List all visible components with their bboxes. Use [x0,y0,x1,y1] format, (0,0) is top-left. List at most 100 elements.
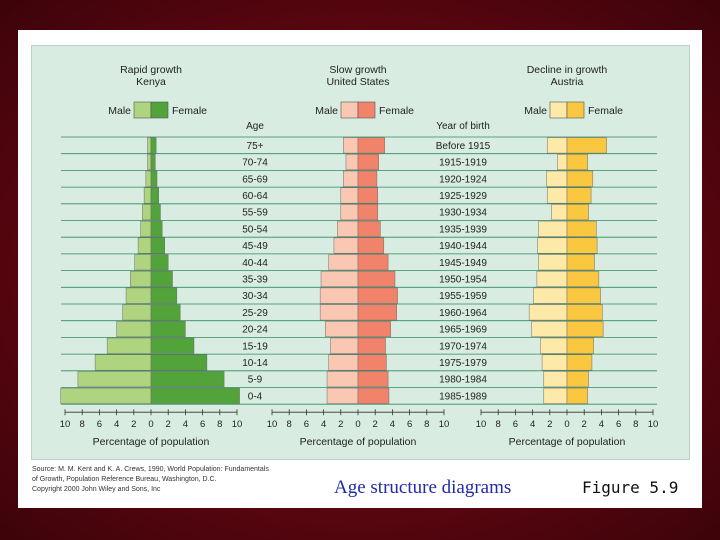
female-bar [566,154,588,171]
male-bar [94,354,152,371]
legend-male-swatch [340,101,359,119]
male-bar [551,204,568,221]
birth-year-label: 1945-1949 [439,258,487,269]
male-bar [134,254,152,271]
x-tick-label: 4 [183,419,188,430]
source-line-1: Source: M. M. Kent and K. A. Crews, 1990… [32,466,269,473]
x-tick-label: 0 [564,419,569,430]
female-bar [357,387,390,404]
male-bar [137,237,152,254]
female-bar [150,154,156,171]
female-bar [357,220,381,237]
age-label: 75+ [247,141,264,152]
male-bar [546,137,568,154]
male-bar [340,187,359,204]
legend-female-label: Female [588,105,623,117]
birth-year-label: 1985-1989 [439,391,487,402]
male-bar [320,270,359,287]
male-bar [142,204,152,221]
age-label: 55-59 [242,208,268,219]
x-tick-label: 8 [80,419,85,430]
female-bar [150,204,161,221]
birth-year-label: 1920-1924 [439,174,487,185]
birth-year-label: 1965-1969 [439,325,487,336]
male-bar [557,154,568,171]
age-label: 35-39 [242,274,268,285]
male-bar [122,304,152,321]
x-tick-label: 8 [496,419,501,430]
legend-female-swatch [150,101,169,119]
birth-year-label: 1935-1939 [439,224,487,235]
female-bar [566,354,593,371]
birth-year-label: 1960-1964 [439,308,487,319]
birth-year-label: 1970-1974 [439,341,487,352]
panel-subtitle: Kenya [136,76,166,88]
x-tick-label: 2 [166,419,171,430]
birth-year-label: 1955-1959 [439,291,487,302]
female-bar [566,137,607,154]
x-tick-label: 4 [599,419,604,430]
x-tick-label: 8 [633,419,638,430]
male-bar [343,170,359,187]
panel-subtitle: United States [326,76,389,88]
age-header: Age [246,121,264,132]
male-bar [147,137,152,154]
female-bar [566,337,594,354]
legend-male-label: Male [524,105,547,117]
male-bar [538,220,568,237]
male-bar [536,270,568,287]
male-bar [319,287,359,304]
x-tick-label: 0 [355,419,360,430]
age-label: 15-19 [242,341,268,352]
female-bar [566,187,592,204]
male-bar [546,187,568,204]
male-bar [60,387,152,404]
female-bar [150,287,178,304]
age-label: 50-54 [242,224,268,235]
female-bar [566,387,588,404]
x-tick-label: 2 [582,419,587,430]
male-bar [543,371,568,388]
female-bar [150,220,163,237]
female-bar [566,371,589,388]
birth-year-label: Before 1915 [436,141,491,152]
legend-male-swatch [133,101,152,119]
x-tick-label: 8 [424,419,429,430]
source-line-3: Copyright 2000 John Wiley and Sons, Inc [32,486,161,493]
female-bar [150,187,159,204]
female-bar [150,254,169,271]
female-bar [357,287,398,304]
x-tick-label: 6 [513,419,518,430]
x-tick-label: 6 [200,419,205,430]
male-bar [528,304,568,321]
x-tick-label: 2 [547,419,552,430]
age-label: 65-69 [242,174,268,185]
female-bar [357,304,397,321]
age-label: 45-49 [242,241,268,252]
female-bar [357,371,389,388]
female-bar [150,321,186,338]
female-bar [150,137,157,154]
x-tick-label: 8 [287,419,292,430]
panel-title: Rapid growth [120,64,182,76]
legend-male-label: Male [315,105,338,117]
male-bar [116,321,152,338]
x-tick-label: 6 [304,419,309,430]
male-bar [325,321,359,338]
birth-year-label: 1925-1929 [439,191,487,202]
source-line-2: of Growth, Population Reference Bureau, … [32,476,217,483]
birth-year-label: 1975-1979 [439,358,487,369]
female-bar [357,354,387,371]
age-label: 70-74 [242,158,268,169]
female-bar [150,387,240,404]
female-bar [357,337,386,354]
male-bar [343,137,359,154]
male-bar [326,371,359,388]
female-bar [566,270,600,287]
x-tick-label: 4 [321,419,326,430]
x-tick-label: 6 [97,419,102,430]
female-bar [357,137,385,154]
male-bar [540,337,568,354]
male-bar [328,254,359,271]
age-label: 30-34 [242,291,268,302]
